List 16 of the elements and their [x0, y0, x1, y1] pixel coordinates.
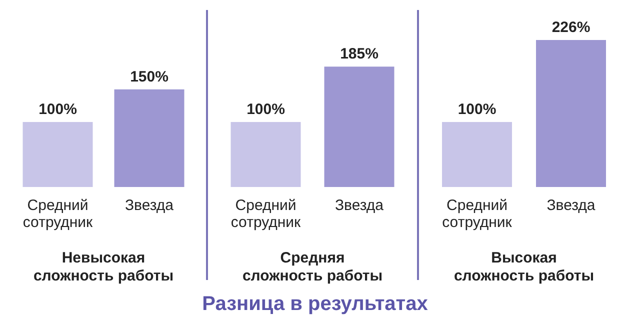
x-axis-title: Невысокая сложность работы [33, 250, 174, 284]
x-axis-title: Средняя сложность работы [242, 250, 383, 284]
data-label: 100% [246, 100, 285, 118]
x-tick-label: Звезда [546, 197, 596, 214]
x-tick-label: Звезда [334, 197, 384, 214]
data-label: 226% [552, 19, 590, 36]
data-label: 150% [130, 68, 168, 86]
x-tick-label: Средний сотрудник [230, 197, 302, 231]
data-label: 185% [340, 46, 378, 63]
x-tick-label: Звезда [124, 197, 174, 214]
x-axis-title: Высокая сложность работы [454, 250, 594, 284]
data-label: 100% [458, 100, 496, 118]
data-label: 100% [38, 100, 77, 118]
x-tick-label: Средний сотрудник [22, 197, 94, 231]
text: Разница в результатах [201, 293, 429, 316]
x-tick-label: Средний сотрудник [442, 197, 512, 231]
